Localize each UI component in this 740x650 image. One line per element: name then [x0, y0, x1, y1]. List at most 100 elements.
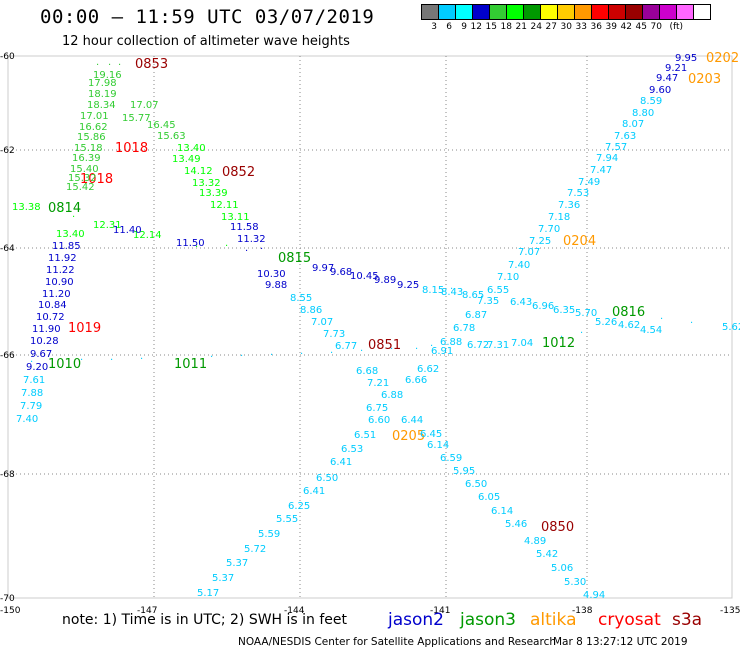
sample-dot: ·	[195, 242, 198, 253]
wave-height-label: 7.04	[511, 338, 533, 349]
wave-height-label: 12.14	[133, 230, 162, 241]
sample-dot: ·	[240, 351, 243, 362]
wave-height-label: 16.62	[79, 122, 108, 133]
wave-height-label: 15.18	[74, 143, 103, 154]
wave-height-label: 17.01	[80, 111, 109, 122]
sample-dot: ·	[245, 246, 248, 257]
scale-label: 70	[650, 22, 662, 32]
wave-height-label: 13.32	[192, 178, 221, 189]
wave-height-label: 7.63	[614, 131, 636, 142]
pass-time-label: 0815	[278, 251, 311, 266]
map-frame	[7, 55, 733, 599]
wave-height-label: 16.39	[72, 153, 101, 164]
wave-height-label: 6.72	[467, 340, 489, 351]
pass-time-label: 1018	[80, 172, 113, 187]
wave-height-label: 6.35	[553, 305, 575, 316]
pass-time-label: 0202	[706, 51, 739, 66]
wave-height-label: 18.34	[87, 100, 116, 111]
wave-height-label: 13.40	[56, 229, 85, 240]
wave-height-label: 4.89	[524, 536, 546, 547]
wave-height-label: 5.59	[258, 529, 280, 540]
wave-height-label: 6.14	[491, 506, 513, 517]
sample-dot: ·	[96, 60, 99, 71]
wave-height-label: 11.40	[113, 225, 142, 236]
wave-height-label: 9.60	[649, 85, 671, 96]
wave-height-label: 6.91	[431, 346, 453, 357]
wave-height-label: 8.55	[290, 293, 312, 304]
scale-label: 24	[530, 22, 542, 32]
lon-tick-label: -150	[0, 606, 21, 616]
wave-height-label: 11.90	[32, 324, 61, 335]
pass-time-label: 0814	[48, 201, 81, 216]
wave-height-label: 7.53	[567, 188, 589, 199]
wave-height-label: 7.40	[508, 260, 530, 271]
wave-height-label: 7.25	[529, 236, 551, 247]
footer-credit: NOAA/NESDIS Center for Satellite Applica…	[238, 636, 556, 648]
scale-label: 12	[470, 22, 482, 32]
legend-altika: altika	[530, 610, 577, 630]
wave-height-label: 6.05	[478, 492, 500, 503]
wave-height-label: 6.88	[440, 337, 462, 348]
wave-height-label: 7.79	[20, 401, 42, 412]
wave-height-label: 13.38	[12, 202, 41, 213]
wave-height-label: 9.25	[397, 280, 419, 291]
wave-height-label: 6.87	[465, 310, 487, 321]
scale-swatch	[693, 4, 711, 20]
lat-tick-label: -60	[0, 52, 15, 62]
sample-dot: ·	[225, 241, 228, 252]
wave-height-label: 6.88	[381, 390, 403, 401]
lat-tick-label: -64	[0, 244, 15, 254]
lon-tick-label: -135	[720, 606, 740, 616]
wave-height-label: 5.46	[505, 519, 527, 530]
wave-height-label: 7.07	[311, 317, 333, 328]
sample-dot: ·	[360, 346, 363, 357]
wave-height-label: 8.65	[462, 290, 484, 301]
wave-height-label: 7.88	[21, 388, 43, 399]
sample-dot: ·	[480, 292, 483, 303]
wave-height-label: 12.11	[210, 200, 239, 211]
wave-height-label: 13.40	[177, 143, 206, 154]
wave-height-label: 5.37	[226, 558, 248, 569]
sample-dot: ·	[580, 328, 583, 339]
color-scale-bar	[421, 4, 711, 20]
wave-height-label: 18.19	[88, 89, 117, 100]
pass-time-label: 0851	[368, 338, 401, 353]
wave-height-label: 14.12	[184, 166, 213, 177]
sample-dot: ·	[330, 348, 333, 359]
footer-timestamp: Mar 8 13:27:12 UTC 2019	[553, 636, 688, 648]
wave-height-label: 12.31	[93, 220, 122, 231]
pass-time-label: 0816	[612, 305, 645, 320]
map-title: 00:00 — 11:59 UTC 03/07/2019	[40, 6, 375, 28]
wave-height-label: 7.07	[518, 247, 540, 258]
wave-height-label: 13.49	[172, 154, 201, 165]
sample-dot: ·	[108, 60, 111, 71]
wave-height-label: 8.43	[441, 287, 463, 298]
wave-height-label: 11.92	[48, 253, 77, 264]
sample-dot: ·	[30, 357, 33, 368]
wave-height-label: 9.95	[675, 53, 697, 64]
scale-label: 33	[575, 22, 587, 32]
scale-label: 36	[590, 22, 602, 32]
pass-time-label: 0853	[135, 57, 168, 72]
sample-dot: ·	[72, 212, 75, 223]
pass-time-label: 1012	[542, 336, 575, 351]
wave-height-label: 19.16	[93, 70, 122, 81]
lon-tick-label: -138	[572, 606, 593, 616]
sample-dot: ·	[260, 244, 263, 255]
sample-dot: ·	[560, 332, 563, 343]
footer-note: note: 1) Time is in UTC; 2) SWH is in fe…	[62, 612, 348, 628]
color-scale-legend: 3 6 9 12 15 18 21 24 27 30 33 36 39 42 45 70 (ft)	[421, 4, 711, 32]
wave-height-label: 6.60	[368, 415, 390, 426]
wave-height-label: 11.20	[42, 289, 71, 300]
scale-label: 15	[485, 22, 497, 32]
wave-height-label: 6.14	[427, 440, 449, 451]
wave-height-label: 11.50	[176, 238, 205, 249]
pass-time-label: 1019	[68, 321, 101, 336]
wave-height-label: 7.70	[538, 224, 560, 235]
scale-label: 27	[545, 22, 557, 32]
lat-tick-label: -68	[0, 470, 15, 480]
wave-height-label: 8.15	[422, 285, 444, 296]
wave-height-label: 7.31	[487, 340, 509, 351]
wave-height-label: 5.26	[595, 317, 617, 328]
scale-label: 18	[500, 22, 512, 32]
